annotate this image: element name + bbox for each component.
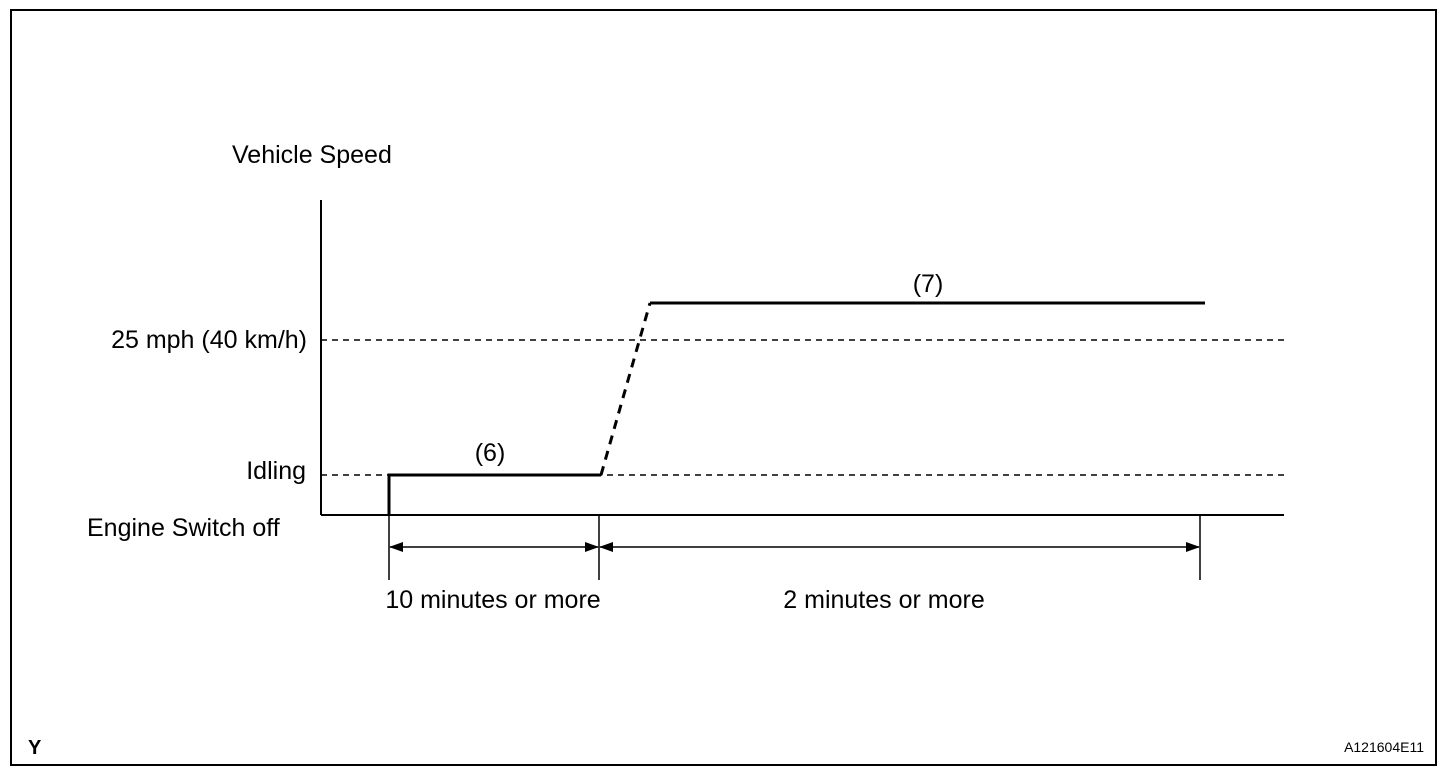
step-7-label: (7) [913, 270, 944, 298]
duration-first-label: 10 minutes or more [385, 586, 600, 614]
y-axis-title: Vehicle Speed [232, 141, 392, 169]
speed-25-label: 25 mph (40 km/h) [111, 326, 307, 354]
step-6-label: (6) [475, 439, 506, 467]
engine-off-label: Engine Switch off [87, 514, 280, 542]
corner-letter: Y [28, 737, 42, 759]
acceleration-dashed-line [599, 302, 652, 476]
idling-profile-line [387, 473, 601, 515]
idling-label: Idling [246, 457, 306, 485]
figure-code: A121604E11 [1344, 739, 1424, 755]
diagram-frame [10, 9, 1437, 766]
duration-second-label: 2 minutes or more [783, 586, 984, 614]
